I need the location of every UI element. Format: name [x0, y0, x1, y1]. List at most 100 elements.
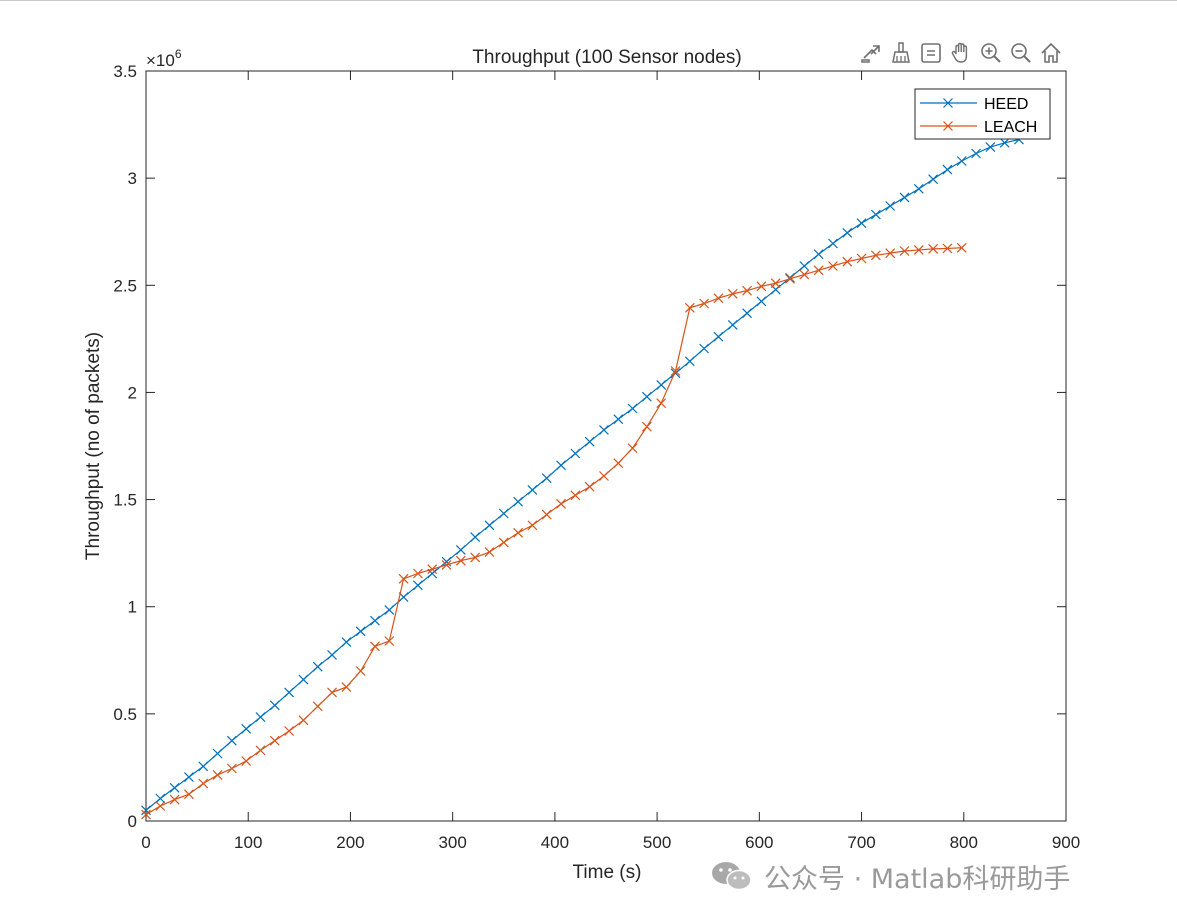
data-point [756, 281, 767, 292]
data-point [942, 243, 953, 254]
data-point [312, 661, 323, 672]
data-point [999, 137, 1010, 148]
x-tick-label: 900 [1052, 833, 1080, 852]
data-point [412, 568, 423, 579]
data-point [842, 227, 853, 238]
y-axis: 0 0.5 1 1.5 2 2.5 3 3.5 [113, 62, 1066, 831]
data-point [813, 249, 824, 260]
data-point [899, 192, 910, 203]
data-point [255, 745, 266, 756]
wechat-icon [712, 862, 752, 891]
data-point [971, 148, 981, 159]
data-point [713, 293, 724, 304]
x-axis-label: Time (s) [573, 862, 642, 883]
data-point [355, 666, 366, 676]
y-exponent-power: 6 [175, 47, 182, 61]
data-point [627, 403, 638, 414]
data-point [956, 156, 967, 166]
data-point [856, 253, 867, 264]
data-point [570, 448, 581, 459]
data-point [255, 712, 266, 722]
export-icon[interactable] [858, 40, 884, 66]
data-point [513, 527, 524, 538]
data-point [541, 509, 552, 520]
data-point [913, 183, 924, 194]
data-point [470, 552, 481, 563]
data-point [327, 687, 337, 698]
y-tick-label: 2 [128, 383, 137, 402]
data-point [412, 580, 423, 591]
data-point [813, 265, 824, 276]
data-point [670, 368, 681, 379]
y-tick-label: 0.5 [113, 705, 137, 724]
home-icon[interactable] [1038, 40, 1064, 66]
data-point [770, 278, 781, 289]
axes-frame [145, 70, 1067, 822]
data-point [226, 763, 237, 774]
data-point [641, 421, 652, 432]
data-point [599, 471, 609, 481]
data-point [198, 761, 209, 772]
data-point [613, 458, 624, 469]
legend-entry-heed: HEED [920, 96, 1028, 113]
data-point [942, 164, 953, 175]
data-point [885, 248, 896, 259]
watermark-text: 公众号 · Matlab科研助手 [764, 863, 1071, 895]
data-point [928, 174, 939, 185]
y-tick-label: 1.5 [113, 491, 137, 510]
data-point [699, 343, 710, 354]
y-exponent-base: ×10 [146, 51, 175, 70]
data-point [284, 687, 295, 698]
data-point [928, 243, 939, 254]
legend-entry-leach: LEACH [920, 119, 1037, 136]
data-point [885, 201, 896, 211]
pan-icon[interactable] [948, 40, 974, 66]
data-point [856, 218, 867, 229]
brush-icon[interactable] [888, 40, 914, 66]
data-point [785, 273, 795, 284]
data-point [684, 356, 695, 367]
data-point [269, 700, 280, 711]
data-point [727, 288, 738, 299]
data-point [241, 723, 252, 734]
zoom-out-icon[interactable] [1008, 40, 1034, 66]
data-point [913, 245, 924, 255]
data-point [198, 778, 209, 789]
data-point [541, 473, 552, 484]
data-point [870, 209, 881, 220]
series-leach [141, 242, 967, 820]
data-point [985, 142, 996, 152]
y-exponent-label: ×106 [146, 47, 182, 70]
data-point [799, 261, 810, 271]
series-heed [141, 134, 1024, 816]
data-point [155, 801, 166, 811]
y-tick-label: 3.5 [113, 62, 137, 81]
y-tick-label: 1 [128, 598, 137, 617]
data-point [498, 508, 509, 519]
data-point [312, 701, 323, 712]
data-point [184, 789, 194, 800]
data-point [498, 537, 509, 548]
data-point [727, 320, 738, 330]
data-point [627, 443, 638, 454]
data-point [599, 425, 609, 435]
watermark: 公众号 · Matlab科研助手 [710, 856, 1070, 896]
data-point [169, 782, 180, 793]
data-point [355, 626, 366, 637]
legend-marker [943, 121, 953, 131]
x-tick-label: 400 [541, 833, 569, 852]
data-point [899, 246, 910, 256]
x-tick-label: 700 [847, 833, 875, 852]
data-point [570, 490, 581, 501]
data-point [799, 269, 810, 280]
data-point [341, 637, 352, 647]
data-point [341, 682, 352, 692]
zoom-in-icon[interactable] [978, 40, 1004, 66]
datatip-icon[interactable] [918, 40, 944, 66]
data-point [241, 756, 252, 766]
y-axis-label: Throughput (no of packets) [83, 332, 104, 560]
data-point [956, 242, 967, 253]
x-tick-label: 600 [745, 833, 773, 852]
data-point [370, 615, 380, 626]
data-point [269, 735, 280, 746]
